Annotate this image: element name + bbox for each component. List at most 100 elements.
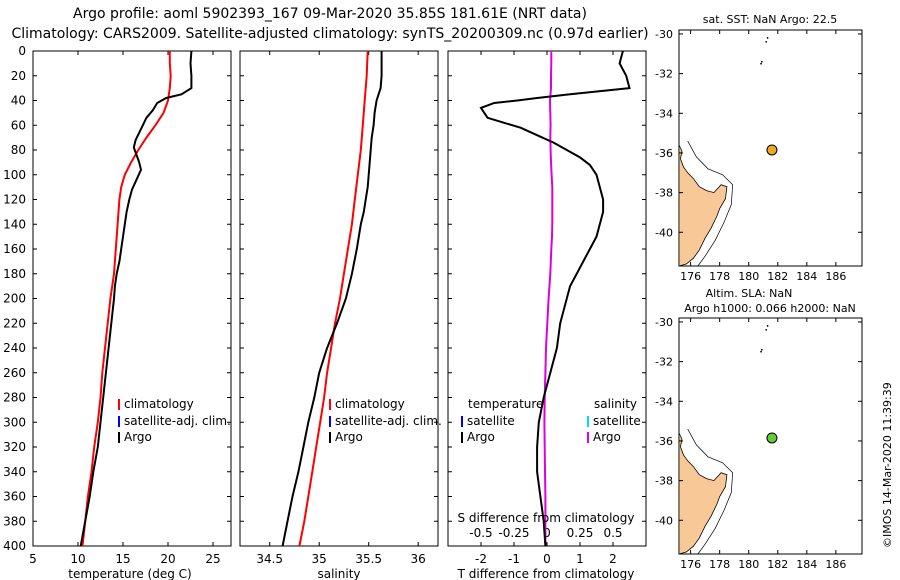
x-tick-label: 10: [70, 552, 85, 566]
imos-watermark: ©IMOS 14-Mar-2020 11:39:39: [881, 382, 894, 548]
legend-temperature-heading: temperature: [468, 397, 543, 411]
depth-tick-label: 160: [3, 242, 26, 256]
map-x-tick-label: 176: [680, 558, 701, 571]
depth-tick-label: 140: [3, 217, 26, 231]
x-tick-label: 34.5: [256, 552, 283, 566]
island: [760, 348, 763, 351]
depth-tick-label: 400: [3, 539, 26, 553]
depth-tick-label: 340: [3, 465, 26, 479]
legend-t-satellite-label: satellite: [467, 414, 515, 428]
sst-map: sat. SST: NaN Argo: 22.5 176 178 180 182 184…: [655, 13, 863, 283]
argo-location-marker: [766, 432, 778, 444]
profile-series: [79, 50, 631, 547]
depth-tick-label: 0: [18, 44, 26, 58]
legend-salinity-heading: salinity: [594, 397, 637, 411]
legend-t-argo-label: Argo: [467, 430, 495, 444]
map-x-tick-label: 178: [709, 270, 730, 283]
island: [760, 350, 762, 353]
map-x-tick-label: 184: [796, 558, 817, 571]
depth-tick-label: 20: [11, 69, 26, 83]
depth-contour: [687, 140, 734, 267]
map-x-tick-label: 176: [680, 270, 701, 283]
land-mass: [678, 144, 728, 267]
salinity-legend: climatology satellite-adj. clim. Argo: [329, 397, 442, 444]
legend-argo-label: Argo: [124, 430, 152, 444]
series-climatology-line: [298, 50, 369, 547]
top-x-tick-label: 0.5: [603, 526, 622, 540]
depth-tick-label: 60: [11, 118, 26, 132]
climatology-title: Climatology: CARS2009. Satellite-adjuste…: [11, 26, 649, 42]
depth-tick-label: 300: [3, 415, 26, 429]
series-temperature-line: [479, 50, 631, 547]
map-y-tick-label: -34: [655, 395, 673, 408]
difference-legend: temperature satellite Argo salinity sate…: [461, 397, 641, 444]
legend-climatology-label: climatology: [124, 397, 194, 411]
depth-axis: 0 20 40 60 80 100 120 140 160 180 200 220 240 260 280 3…: [3, 44, 646, 553]
sst-map-title: sat. SST: NaN Argo: 22.5: [703, 13, 837, 26]
legend-argo-label: Argo: [335, 430, 363, 444]
island: [765, 40, 768, 43]
top-x-tick-label: 0: [543, 526, 551, 540]
top-x-tick-label: -0.25: [498, 526, 529, 540]
x-tick-label: 15: [115, 552, 130, 566]
depth-tick-label: 120: [3, 193, 26, 207]
x-tick-label: 0: [543, 552, 551, 566]
x-axes: 5 10 15 20 25 34.5 35 35.5 36 -2 -1 0 1 2 -0.5 -0.25 0 0.…: [29, 51, 623, 566]
depth-tick-label: 280: [3, 391, 26, 405]
map-x-tick-label: 180: [738, 270, 759, 283]
difference-panel-frame: [447, 50, 647, 547]
map-y-tick-label: -32: [655, 356, 673, 369]
top-x-tick-label: -0.5: [469, 526, 492, 540]
depth-tick-label: 180: [3, 267, 26, 281]
island: [766, 325, 769, 327]
depth-tick-label: 360: [3, 490, 26, 504]
legend-satellite-label: satellite-adj. clim.: [335, 414, 442, 428]
sla-map-subtitle: Argo h1000: 0.066 h2000: NaN: [684, 302, 856, 315]
profile-title: Argo profile: aoml 5902393_167 09-Mar-20…: [73, 6, 587, 22]
map-y-tick-label: -36: [655, 435, 673, 448]
x-tick-label: 35: [312, 552, 327, 566]
x-tick-label: -2: [475, 552, 487, 566]
map-x-tick-label: 178: [709, 558, 730, 571]
x-tick-label: 25: [205, 552, 220, 566]
series-Argo-line: [281, 51, 383, 547]
depth-tick-label: 240: [3, 341, 26, 355]
island: [765, 328, 768, 331]
x-tick-label: 2: [609, 552, 617, 566]
argo-location-marker: [766, 144, 778, 156]
temperature-xlabel: temperature (deg C): [68, 567, 191, 580]
legend-s-argo-label: Argo: [593, 430, 621, 444]
depth-tick-label: 100: [3, 168, 26, 182]
temperature-legend: climatology satellite-adj. clim. Argo: [118, 397, 231, 444]
map-y-tick-label: -40: [655, 226, 673, 239]
map-y-tick-label: -32: [655, 68, 673, 81]
map-y-tick-label: -36: [655, 147, 673, 160]
map-y-tick-label: -34: [655, 107, 673, 120]
map-y-tick-label: -38: [655, 187, 673, 200]
map-y-tick-label: -38: [655, 475, 673, 488]
map-x-tick-label: 184: [796, 270, 817, 283]
legend-s-satellite-label: satellite: [593, 414, 641, 428]
depth-tick-label: 380: [3, 514, 26, 528]
x-tick-label: 35.5: [355, 552, 382, 566]
x-tick-label: 36: [411, 552, 426, 566]
map-x-tick-label: 182: [767, 558, 788, 571]
depth-tick-label: 320: [3, 440, 26, 454]
map-x-tick-label: 186: [825, 270, 846, 283]
legend-climatology-label: climatology: [335, 397, 405, 411]
t-difference-xlabel: T difference from climatology: [457, 567, 635, 580]
island: [766, 37, 769, 39]
depth-tick-label: 200: [3, 292, 26, 306]
depth-tick-label: 260: [3, 366, 26, 380]
island: [760, 60, 763, 63]
s-difference-label: S difference from climatology: [458, 511, 635, 525]
depth-contour: [687, 428, 734, 555]
map-x-tick-label: 180: [738, 558, 759, 571]
island: [760, 62, 762, 65]
depth-tick-label: 80: [11, 143, 26, 157]
map-x-tick-label: 186: [825, 558, 846, 571]
sla-map: Altim. SLA: NaN Argo h1000: 0.066 h2000:…: [655, 287, 863, 571]
legend-satellite-label: satellite-adj. clim.: [124, 414, 231, 428]
land-mass: [678, 432, 728, 555]
